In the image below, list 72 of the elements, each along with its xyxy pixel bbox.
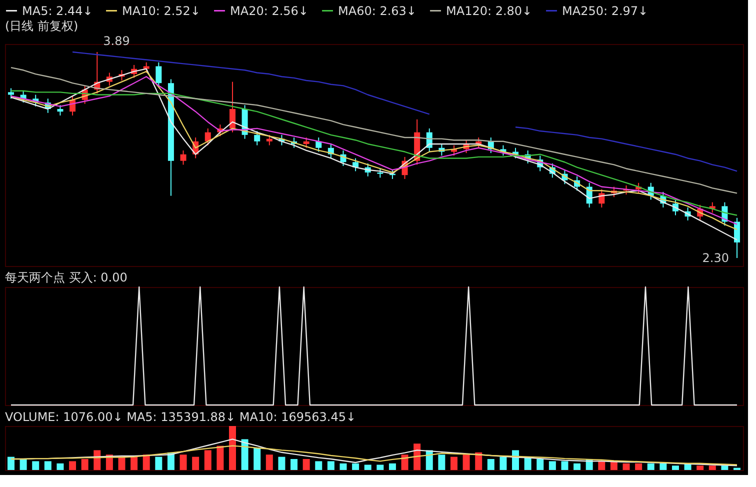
candlestick	[229, 81, 236, 133]
candlestick	[156, 62, 162, 88]
bar	[142, 454, 150, 470]
bar	[340, 463, 347, 470]
candlestick	[254, 130, 260, 146]
bar	[536, 459, 544, 470]
bar	[696, 466, 704, 470]
bar	[388, 463, 396, 470]
bar	[376, 464, 384, 470]
bar	[266, 454, 273, 470]
bar	[622, 463, 630, 470]
legend-label: MA250: 2.97↓	[562, 4, 648, 18]
bar	[44, 461, 52, 470]
bar	[660, 463, 667, 470]
candlestick	[8, 88, 14, 100]
candlestick	[180, 150, 186, 166]
bar	[647, 463, 654, 470]
legend-label: MA10: 2.52↓	[122, 4, 200, 18]
chart-title: VOLUME: 1076.00↓ MA5: 135391.88↓ MA10: 169563.45↓	[5, 410, 356, 424]
bar	[450, 456, 458, 470]
bar	[228, 426, 236, 470]
candlestick	[316, 137, 322, 152]
bar	[708, 466, 716, 470]
bar	[364, 464, 372, 470]
legend-label: MA60: 2.63↓	[338, 4, 416, 18]
bar	[561, 461, 568, 470]
bar	[401, 454, 408, 470]
annotation: 2.30	[702, 251, 729, 265]
bar	[414, 444, 421, 470]
bar	[635, 463, 642, 470]
candlestick	[734, 217, 740, 258]
bar	[327, 461, 334, 470]
bar	[241, 439, 248, 470]
bar	[475, 452, 482, 470]
bar	[487, 459, 494, 470]
chart-title: (日线 前复权)	[5, 19, 78, 33]
bar	[216, 446, 224, 470]
bar	[204, 450, 212, 470]
bar	[302, 459, 310, 470]
bar	[69, 461, 76, 470]
bar	[130, 456, 138, 470]
candlestick	[303, 137, 310, 148]
candlestick	[377, 168, 384, 178]
bar	[315, 461, 322, 470]
bar	[81, 459, 88, 470]
bar	[574, 463, 581, 470]
bar	[8, 456, 14, 470]
chart-title: 每天两个点 买入: 0.00	[5, 270, 128, 284]
bar	[290, 459, 298, 470]
candlestick	[57, 104, 64, 116]
bar	[118, 456, 126, 470]
bar	[155, 456, 162, 470]
candlestick	[266, 134, 272, 146]
bar	[352, 463, 360, 470]
bar	[672, 466, 679, 470]
bar	[32, 461, 40, 470]
bar	[462, 454, 470, 470]
bar	[254, 448, 261, 470]
bar	[278, 456, 286, 470]
bar	[56, 463, 64, 470]
legend-label: MA120: 2.80↓	[446, 4, 532, 18]
bar	[20, 459, 27, 470]
bar	[548, 461, 556, 470]
legend-label: MA20: 2.56↓	[230, 4, 308, 18]
legend-label: MA5: 2.44↓	[22, 4, 93, 18]
bar	[721, 466, 728, 470]
bar	[192, 456, 200, 470]
bar	[180, 454, 187, 470]
bar	[438, 454, 446, 470]
bar	[500, 456, 507, 470]
text: 3.89	[103, 34, 130, 48]
candlestick	[598, 188, 605, 208]
